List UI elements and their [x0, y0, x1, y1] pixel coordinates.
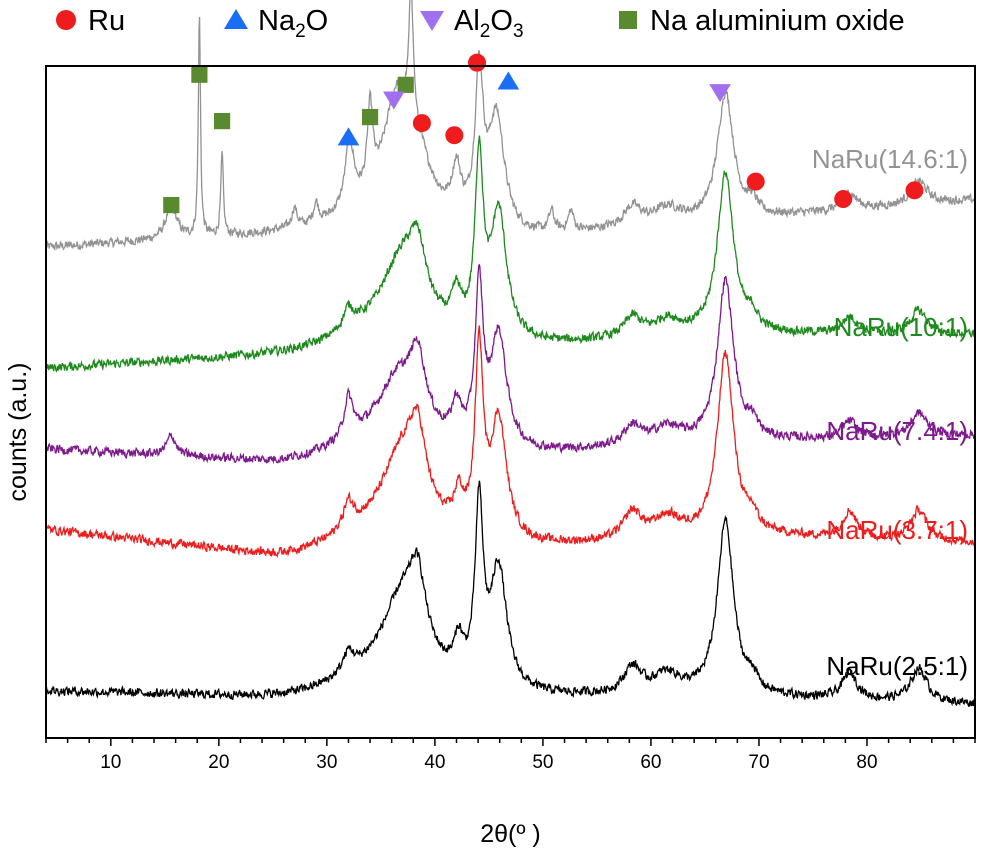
x-tick-label: 80 [856, 752, 877, 773]
legend: Ru Na2O Al2O3 Na aluminium oxide [56, 5, 905, 42]
peak-marker-square [361, 108, 379, 126]
x-tick-label: 40 [424, 752, 445, 773]
x-tick-label: 70 [748, 752, 769, 773]
peak-marker-circle [412, 114, 431, 133]
legend-label: Na aluminium oxide [650, 5, 905, 37]
x-axis-ticks: 10 20 30 40 50 60 70 80 [45, 738, 976, 773]
series-layer [45, 0, 976, 708]
peak-markers [163, 53, 924, 214]
plot-frame [45, 65, 976, 739]
series-line [45, 480, 976, 708]
x-tick-label: 60 [640, 752, 661, 773]
series-line [45, 263, 976, 465]
y-axis-title: counts (a.u.) [4, 363, 32, 502]
legend-marker-triangle-down [420, 11, 444, 31]
series-label: NaRu(10:1) [834, 312, 968, 342]
series-label: NaRu(7.4:1) [826, 416, 968, 446]
legend-marker-triangle-up [224, 9, 248, 29]
legend-label: Na2O [258, 5, 328, 42]
x-tick-label: 10 [100, 752, 121, 773]
peak-marker-triangle-up [497, 71, 520, 90]
legend-label: Ru [88, 5, 125, 37]
series-line [45, 0, 976, 252]
series-line [45, 135, 976, 373]
peak-marker-triangle-down [383, 91, 405, 110]
series-labels: NaRu(14.6:1) NaRu(10:1) NaRu(7.4:1) NaRu(3.… [812, 144, 968, 681]
peak-marker-circle [905, 181, 924, 200]
peak-marker-square [191, 66, 208, 83]
peak-marker-square [397, 76, 414, 93]
peak-marker-circle [445, 126, 464, 145]
legend-label: Al2O3 [454, 5, 524, 42]
peak-marker-square [163, 197, 180, 214]
peak-marker-circle [746, 172, 765, 191]
peak-marker-triangle-up [337, 127, 360, 146]
peak-marker-circle [834, 190, 853, 209]
series-line [45, 325, 976, 559]
x-axis-title: 2θ(º ) [480, 820, 541, 848]
peak-marker-circle [468, 53, 487, 72]
x-tick-label: 30 [316, 752, 337, 773]
peak-marker-square [213, 113, 231, 130]
series-label: NaRu(2.5:1) [826, 651, 968, 681]
legend-marker-circle [56, 10, 76, 30]
peak-marker-triangle-down [709, 84, 731, 103]
series-label: NaRu(14.6:1) [812, 144, 968, 174]
x-tick-label: 50 [532, 752, 553, 773]
legend-marker-square [619, 11, 637, 29]
series-label: NaRu(3.7:1) [826, 515, 968, 545]
x-tick-label: 20 [208, 752, 229, 773]
